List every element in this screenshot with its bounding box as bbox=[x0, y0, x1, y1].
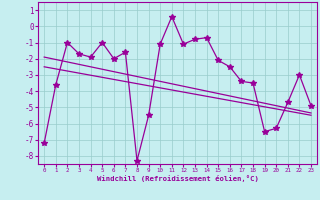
X-axis label: Windchill (Refroidissement éolien,°C): Windchill (Refroidissement éolien,°C) bbox=[97, 175, 259, 182]
